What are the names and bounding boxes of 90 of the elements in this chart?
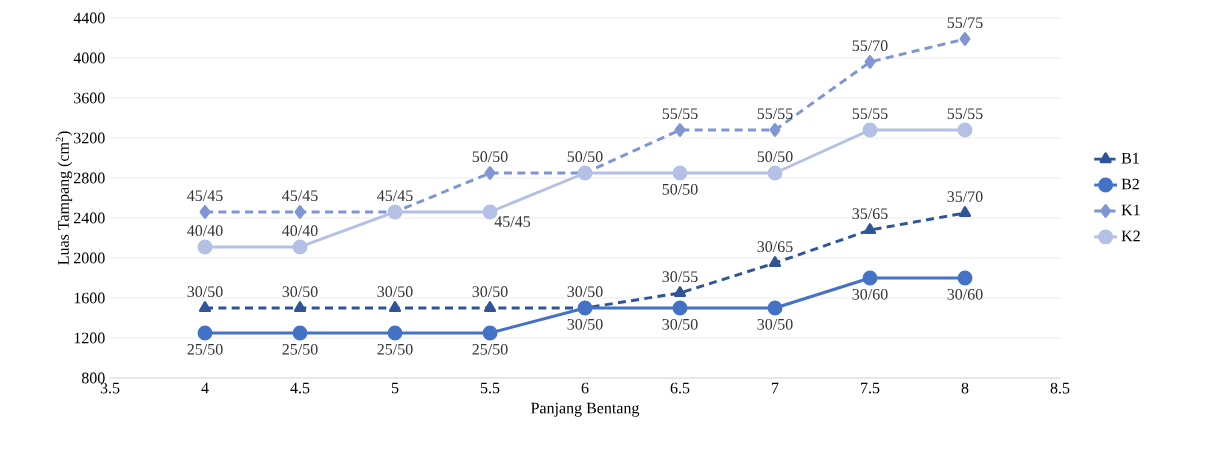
point bbox=[292, 239, 308, 255]
x-tick-label: 3.5 bbox=[100, 382, 120, 394]
data-label: 30/50 bbox=[377, 286, 413, 298]
point bbox=[767, 165, 783, 181]
data-label: 50/50 bbox=[662, 183, 698, 195]
data-label: 40/40 bbox=[282, 225, 318, 237]
point bbox=[672, 165, 688, 181]
data-label: 45/45 bbox=[494, 216, 531, 227]
data-label: 25/50 bbox=[187, 343, 223, 355]
point bbox=[482, 325, 498, 341]
point bbox=[388, 301, 402, 313]
y-tick-label: 1200 bbox=[74, 332, 105, 344]
y-tick-label: 2400 bbox=[74, 212, 105, 224]
point bbox=[863, 223, 877, 235]
point bbox=[767, 300, 783, 316]
x-tick-label: 6.5 bbox=[670, 382, 690, 394]
point bbox=[674, 123, 686, 137]
legend-label: K2 bbox=[1121, 230, 1140, 242]
data-label: 30/50 bbox=[282, 286, 318, 298]
data-label: 30/50 bbox=[567, 318, 603, 330]
point bbox=[293, 301, 307, 313]
data-label: 40/40 bbox=[187, 225, 223, 237]
data-label: 30/50 bbox=[662, 318, 698, 330]
y-tick-label: 4400 bbox=[73, 12, 105, 24]
point bbox=[483, 301, 497, 313]
point bbox=[294, 205, 306, 219]
y-axis-title: Luas Tampang (cm$^{2}$) bbox=[55, 131, 73, 265]
data-label: 30/60 bbox=[947, 288, 983, 300]
y-tick-label: 3600 bbox=[74, 92, 105, 104]
y-tick-label: 800 bbox=[81, 372, 105, 384]
point bbox=[197, 325, 213, 341]
data-label: 25/50 bbox=[377, 343, 413, 355]
point bbox=[957, 122, 973, 138]
point bbox=[672, 300, 688, 316]
data-label: 55/55 bbox=[662, 108, 698, 120]
data-label: 30/50 bbox=[187, 286, 223, 298]
data-label: 50/50 bbox=[567, 151, 603, 163]
legend-label: B1 bbox=[1121, 152, 1139, 164]
data-label: 30/50 bbox=[567, 286, 603, 298]
data-label: 30/50 bbox=[757, 318, 793, 330]
legend-label: B2 bbox=[1121, 178, 1139, 190]
point bbox=[199, 205, 211, 219]
data-label: 45/45 bbox=[377, 190, 413, 202]
point bbox=[197, 239, 213, 255]
data-label: 30/60 bbox=[852, 288, 888, 300]
data-label: 55/55 bbox=[852, 108, 888, 120]
x-axis-title: Panjang Bentang bbox=[531, 402, 640, 417]
x-tick-label: 4.5 bbox=[290, 382, 310, 394]
data-label: 30/50 bbox=[472, 286, 508, 298]
point bbox=[292, 325, 308, 341]
y-tick-label: 4000 bbox=[73, 52, 105, 64]
legend-label: K1 bbox=[1121, 204, 1140, 216]
x-tick-label: 6 bbox=[581, 382, 589, 394]
point bbox=[387, 325, 403, 341]
point bbox=[862, 270, 878, 286]
x-tick-label: 8.5 bbox=[1050, 382, 1070, 394]
data-label: 30/65 bbox=[757, 241, 793, 253]
point bbox=[958, 206, 972, 218]
data-label: 55/55 bbox=[947, 108, 983, 120]
point bbox=[769, 123, 781, 137]
point bbox=[484, 166, 496, 180]
point bbox=[864, 55, 876, 69]
data-label: 25/50 bbox=[282, 343, 318, 355]
data-label: 45/45 bbox=[187, 190, 223, 202]
x-tick-label: 4 bbox=[201, 382, 209, 394]
data-label: 55/75 bbox=[947, 17, 983, 29]
x-tick-label: 7.5 bbox=[861, 382, 880, 394]
y-tick-label: 1600 bbox=[74, 292, 105, 304]
data-label: 30/55 bbox=[662, 271, 698, 283]
data-label: 35/65 bbox=[852, 208, 888, 220]
x-tick-label: 8 bbox=[961, 382, 969, 394]
x-tick-label: 7 bbox=[772, 382, 779, 394]
point bbox=[959, 32, 971, 46]
point bbox=[957, 270, 973, 286]
x-tick-label: 5 bbox=[391, 382, 399, 394]
x-tick-label: 5.5 bbox=[480, 382, 500, 394]
point bbox=[768, 256, 782, 268]
data-label: 55/55 bbox=[757, 108, 793, 120]
point bbox=[862, 122, 878, 138]
point bbox=[198, 301, 212, 313]
data-label: 50/50 bbox=[472, 151, 508, 163]
y-tick-label: 2000 bbox=[74, 252, 105, 264]
y-tick-label: 3200 bbox=[74, 132, 105, 144]
data-label: 45/45 bbox=[282, 190, 318, 202]
data-label: 50/50 bbox=[757, 151, 793, 163]
data-label: 35/70 bbox=[947, 191, 983, 203]
point bbox=[673, 286, 687, 298]
data-label: 25/50 bbox=[472, 343, 508, 355]
y-tick-label: 2800 bbox=[74, 172, 105, 184]
data-label: 55/70 bbox=[852, 40, 888, 52]
